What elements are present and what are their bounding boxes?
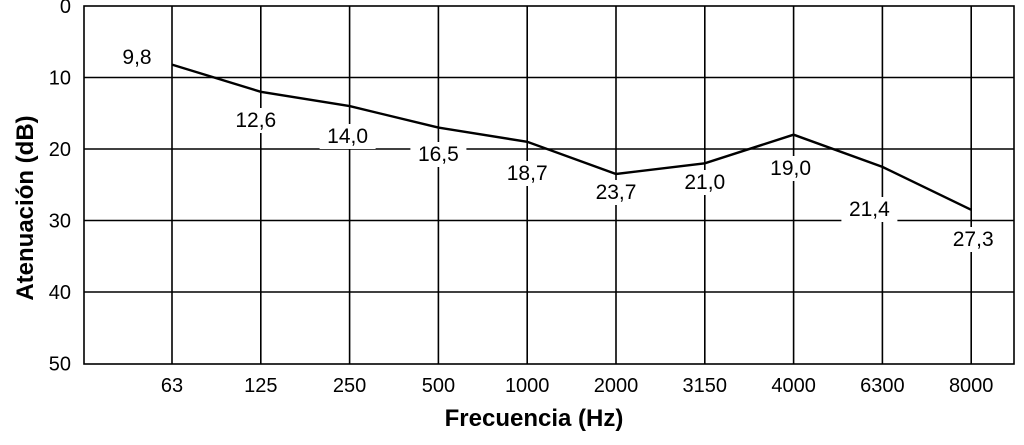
x-tick-label: 4000 [771,375,816,397]
y-tick-label: 0 [60,0,71,18]
data-label: 18,7 [507,162,548,185]
data-label-backing [319,124,376,149]
y-tick-label: 50 [49,354,71,376]
data-label-backing [410,142,467,167]
plot-frame [83,5,1015,365]
y-tick-label: 30 [49,211,71,233]
data-label: 9,8 [122,46,151,69]
x-tick-label: 2000 [594,375,639,397]
data-label: 21,0 [684,171,725,194]
x-axis-title: Frecuencia (Hz) [445,405,624,432]
data-label: 23,7 [596,181,637,204]
data-labels: 9,8 12,6 14,0 16,5 18,7 23,7 21,0 19,0 21,4 27,3 [115,45,1002,252]
data-label: 19,0 [770,157,811,180]
data-label-backing [227,108,284,133]
data-label: 16,5 [418,143,459,166]
y-tick-label: 40 [49,282,71,304]
y-tick-label: 10 [49,68,71,90]
data-label: 27,3 [953,228,994,251]
data-label-backing [588,180,644,205]
data-label-backing [115,45,159,70]
data-label-backing [841,197,898,222]
series-line [171,63,972,211]
data-label: 12,6 [235,109,276,132]
y-tick-label: 20 [49,139,71,161]
data-label-backing [945,227,1002,252]
data-label: 14,0 [327,125,368,148]
data-label-backing [762,156,819,181]
x-tick-label: 6300 [860,375,905,397]
data-label: 21,4 [849,198,890,221]
series-layer [171,63,972,211]
x-tick-labels: 63 125 250 500 1000 2000 3150 4000 6300 8000 [161,375,994,397]
x-tick-label: 500 [422,375,455,397]
x-tick-label: 8000 [949,375,994,397]
data-label-backing [499,161,556,186]
y-axis-title: Atenuación (dB) [12,115,39,300]
x-tick-label: 3150 [683,375,728,397]
y-tick-labels: 0 10 20 30 40 50 [49,0,71,376]
x-tick-label: 125 [244,375,277,397]
data-label-backing [676,170,733,195]
grid [83,5,1015,365]
x-tick-label: 63 [161,375,183,397]
x-tick-label: 250 [333,375,366,397]
x-tick-label: 1000 [505,375,550,397]
